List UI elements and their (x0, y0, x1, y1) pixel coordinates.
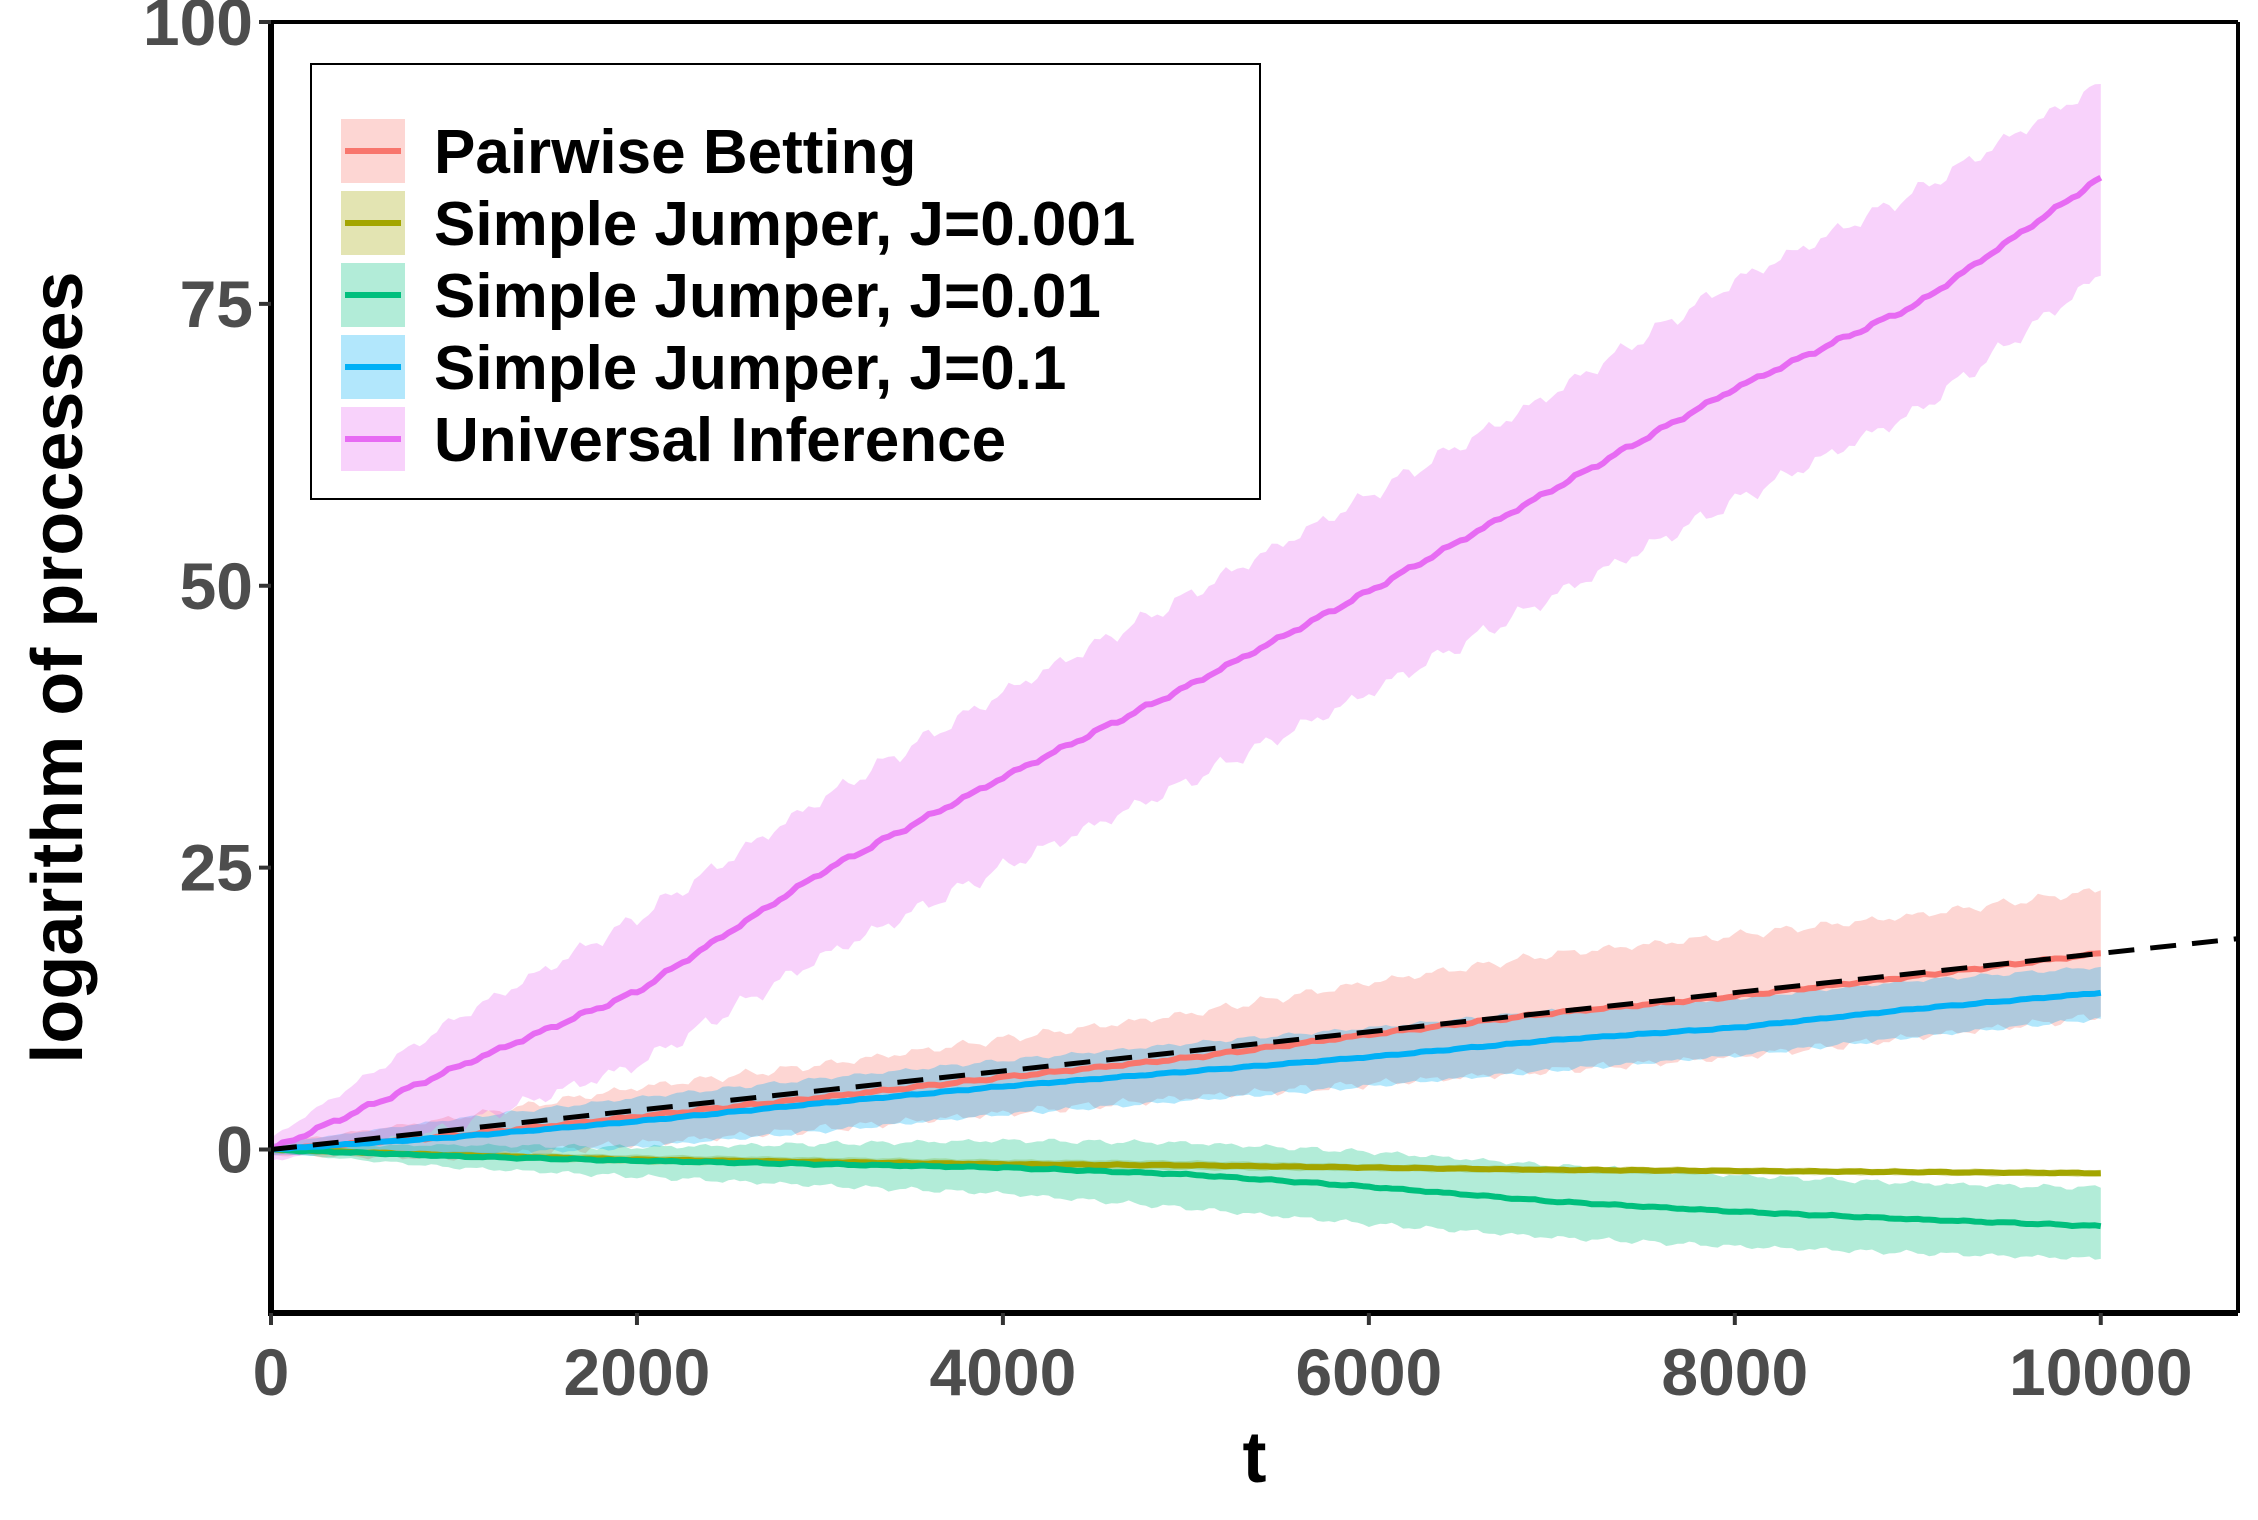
legend-label-5: Universal Inference (434, 406, 1006, 475)
series-lines (269, 174, 2103, 1230)
series-line-4 (270, 989, 2102, 1153)
series-line-1 (270, 950, 2101, 1153)
legend-box (310, 63, 1261, 500)
x-tick-label: 6000 (1295, 1335, 1442, 1409)
x-axis-title: t (1243, 1418, 1267, 1498)
dashed-reference-line (270, 936, 2239, 1152)
x-tick-label: 4000 (929, 1335, 1076, 1409)
legend-label-1: Pairwise Betting (434, 118, 916, 187)
band-3 (271, 1138, 2101, 1260)
x-tick-label: 2000 (564, 1335, 711, 1409)
series-line-5 (269, 174, 2103, 1153)
x-tick-label: 8000 (1661, 1335, 1808, 1409)
legend-label-4: Simple Jumper, J=0.1 (434, 334, 1066, 403)
series-line-3 (270, 1145, 2102, 1230)
tick-labels: 0 2000 4000 6000 8000 10000 0 25 50 75 100 (143, 0, 2193, 1409)
legend-label-3: Simple Jumper, J=0.01 (434, 262, 1101, 331)
y-tick-label: 25 (180, 831, 253, 905)
y-tick-label: 50 (180, 549, 253, 623)
x-tick-label: 0 (253, 1335, 290, 1409)
axes (268, 20, 2240, 1316)
y-tick-label: 75 (180, 267, 253, 341)
legend-label-2: Simple Jumper, J=0.001 (434, 190, 1135, 259)
band-1 (271, 888, 2101, 1161)
band-5 (271, 84, 2101, 1161)
x-tick-label: 10000 (2009, 1335, 2193, 1409)
reference-line-layer (270, 936, 2239, 1152)
y-tick-label: 100 (143, 0, 253, 59)
y-tick-label: 0 (216, 1113, 253, 1187)
y-axis-title: logarithm of processes (18, 271, 98, 1063)
